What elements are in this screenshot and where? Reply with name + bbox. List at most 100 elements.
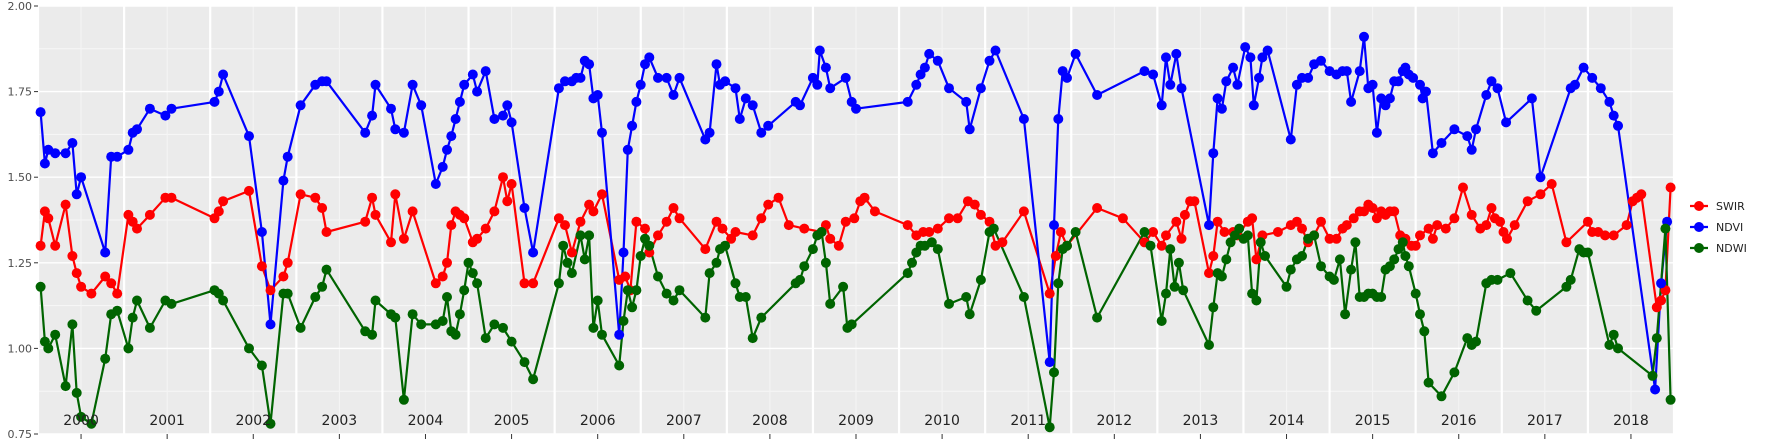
y-tick-label: 2.00 [8,0,33,13]
data-point-swir [430,278,441,289]
data-point-swir [1546,179,1557,189]
data-point-ndwi [575,230,586,241]
year-label: 2009 [838,413,874,429]
data-point-ndvi [720,76,731,87]
data-point-swir [317,203,328,213]
data-point-ndvi [1221,76,1232,87]
data-point-ndvi [502,100,513,111]
data-point-ndvi [1139,66,1150,77]
data-point-swir [218,196,229,207]
data-point-swir [1495,216,1506,227]
data-point-ndwi [407,309,418,320]
data-point-ndvi [467,69,478,80]
data-point-ndvi [489,114,500,124]
data-point-swir [472,233,483,244]
data-point-swir [1535,189,1546,200]
data-point-ndwi [1173,257,1184,268]
data-point-swir [840,216,851,227]
data-point-ndwi [1608,329,1619,340]
data-point-swir [969,199,980,210]
legend-label: NDVI [1716,221,1743,234]
data-point-ndvi [711,59,722,70]
data-point-ndwi [1178,285,1189,296]
data-point-ndwi [1415,309,1425,320]
data-point-ndwi [1505,268,1516,279]
data-point-ndwi [902,268,913,279]
data-point-ndvi [416,100,427,111]
data-point-ndwi [700,312,711,323]
data-point-swir [711,216,722,227]
data-point-swir [859,192,870,203]
data-point-ndwi [506,336,517,347]
data-point-ndvi [67,138,78,148]
data-point-ndvi [1316,55,1326,66]
data-point-ndvi [1257,52,1268,63]
data-point-swir [1212,216,1223,227]
data-point-ndvi [584,59,595,70]
data-point-ndwi [1389,254,1400,265]
data-point-ndwi [1316,261,1326,272]
data-point-ndvi [597,127,607,138]
data-point-ndwi [43,343,54,354]
data-point-swir [1348,213,1359,224]
data-point-ndvi [528,247,539,258]
data-point-swir [1324,233,1335,244]
data-point-ndvi [644,52,655,63]
data-point-ndvi [442,144,452,155]
data-point-swir [1427,233,1438,244]
data-point-ndvi [1245,52,1256,63]
data-point-swir [588,206,599,217]
legend-key-point [1694,222,1704,232]
data-point-ndvi [386,103,396,114]
data-point-ndvi [1165,79,1176,90]
year-label: 2000 [63,413,99,429]
legend-key-point [1694,201,1704,211]
data-point-ndvi [472,86,483,97]
data-point-swir [1204,268,1214,279]
data-point-ndvi [668,90,679,100]
data-point-swir [1481,220,1492,231]
data-point-swir [1432,220,1443,231]
year-labels: 2000 2001 2002 2003 2004 2005 2006 2007 2008 2009… [63,413,1649,429]
data-point-ndwi [442,292,452,302]
data-point-ndwi [644,240,655,251]
data-point-ndwi [1334,254,1345,265]
data-point-swir [700,244,711,255]
legend-label: NDWI [1716,242,1747,255]
data-point-swir [321,227,332,237]
data-point-ndwi [1423,377,1434,388]
data-point-swir [620,271,631,282]
data-point-ndwi [579,254,590,265]
data-point-swir [1423,223,1434,234]
data-point-ndwi [1436,391,1447,402]
data-point-ndwi [132,295,142,306]
data-point-swir [674,213,685,224]
data-point-ndvi [1240,42,1251,53]
data-point-swir [1331,233,1342,244]
data-point-ndvi [144,103,155,114]
data-point-swir [1502,233,1512,244]
data-point-swir [553,213,564,224]
data-point-ndvi [1587,72,1598,83]
data-point-ndvi [282,151,293,162]
data-point-swir [370,209,381,220]
data-point-ndvi [635,79,646,90]
data-point-ndwi [244,343,254,354]
data-point-swir [407,206,418,217]
data-point-swir [35,240,46,251]
data-point-ndvi [1481,90,1492,100]
data-point-ndvi [1346,96,1357,107]
data-point-ndwi [1092,312,1103,323]
year-label: 2004 [408,413,444,429]
data-point-ndvi [1176,83,1187,94]
data-point-ndvi [256,227,267,237]
data-point-ndwi [1376,292,1387,302]
data-point-ndvi [1604,96,1615,107]
data-point-swir [575,216,586,227]
data-point-ndvi [560,76,570,87]
data-point-ndvi [498,110,508,121]
data-point-ndwi [459,285,470,296]
data-point-swir [833,240,844,251]
data-point-ndwi [1255,237,1266,248]
